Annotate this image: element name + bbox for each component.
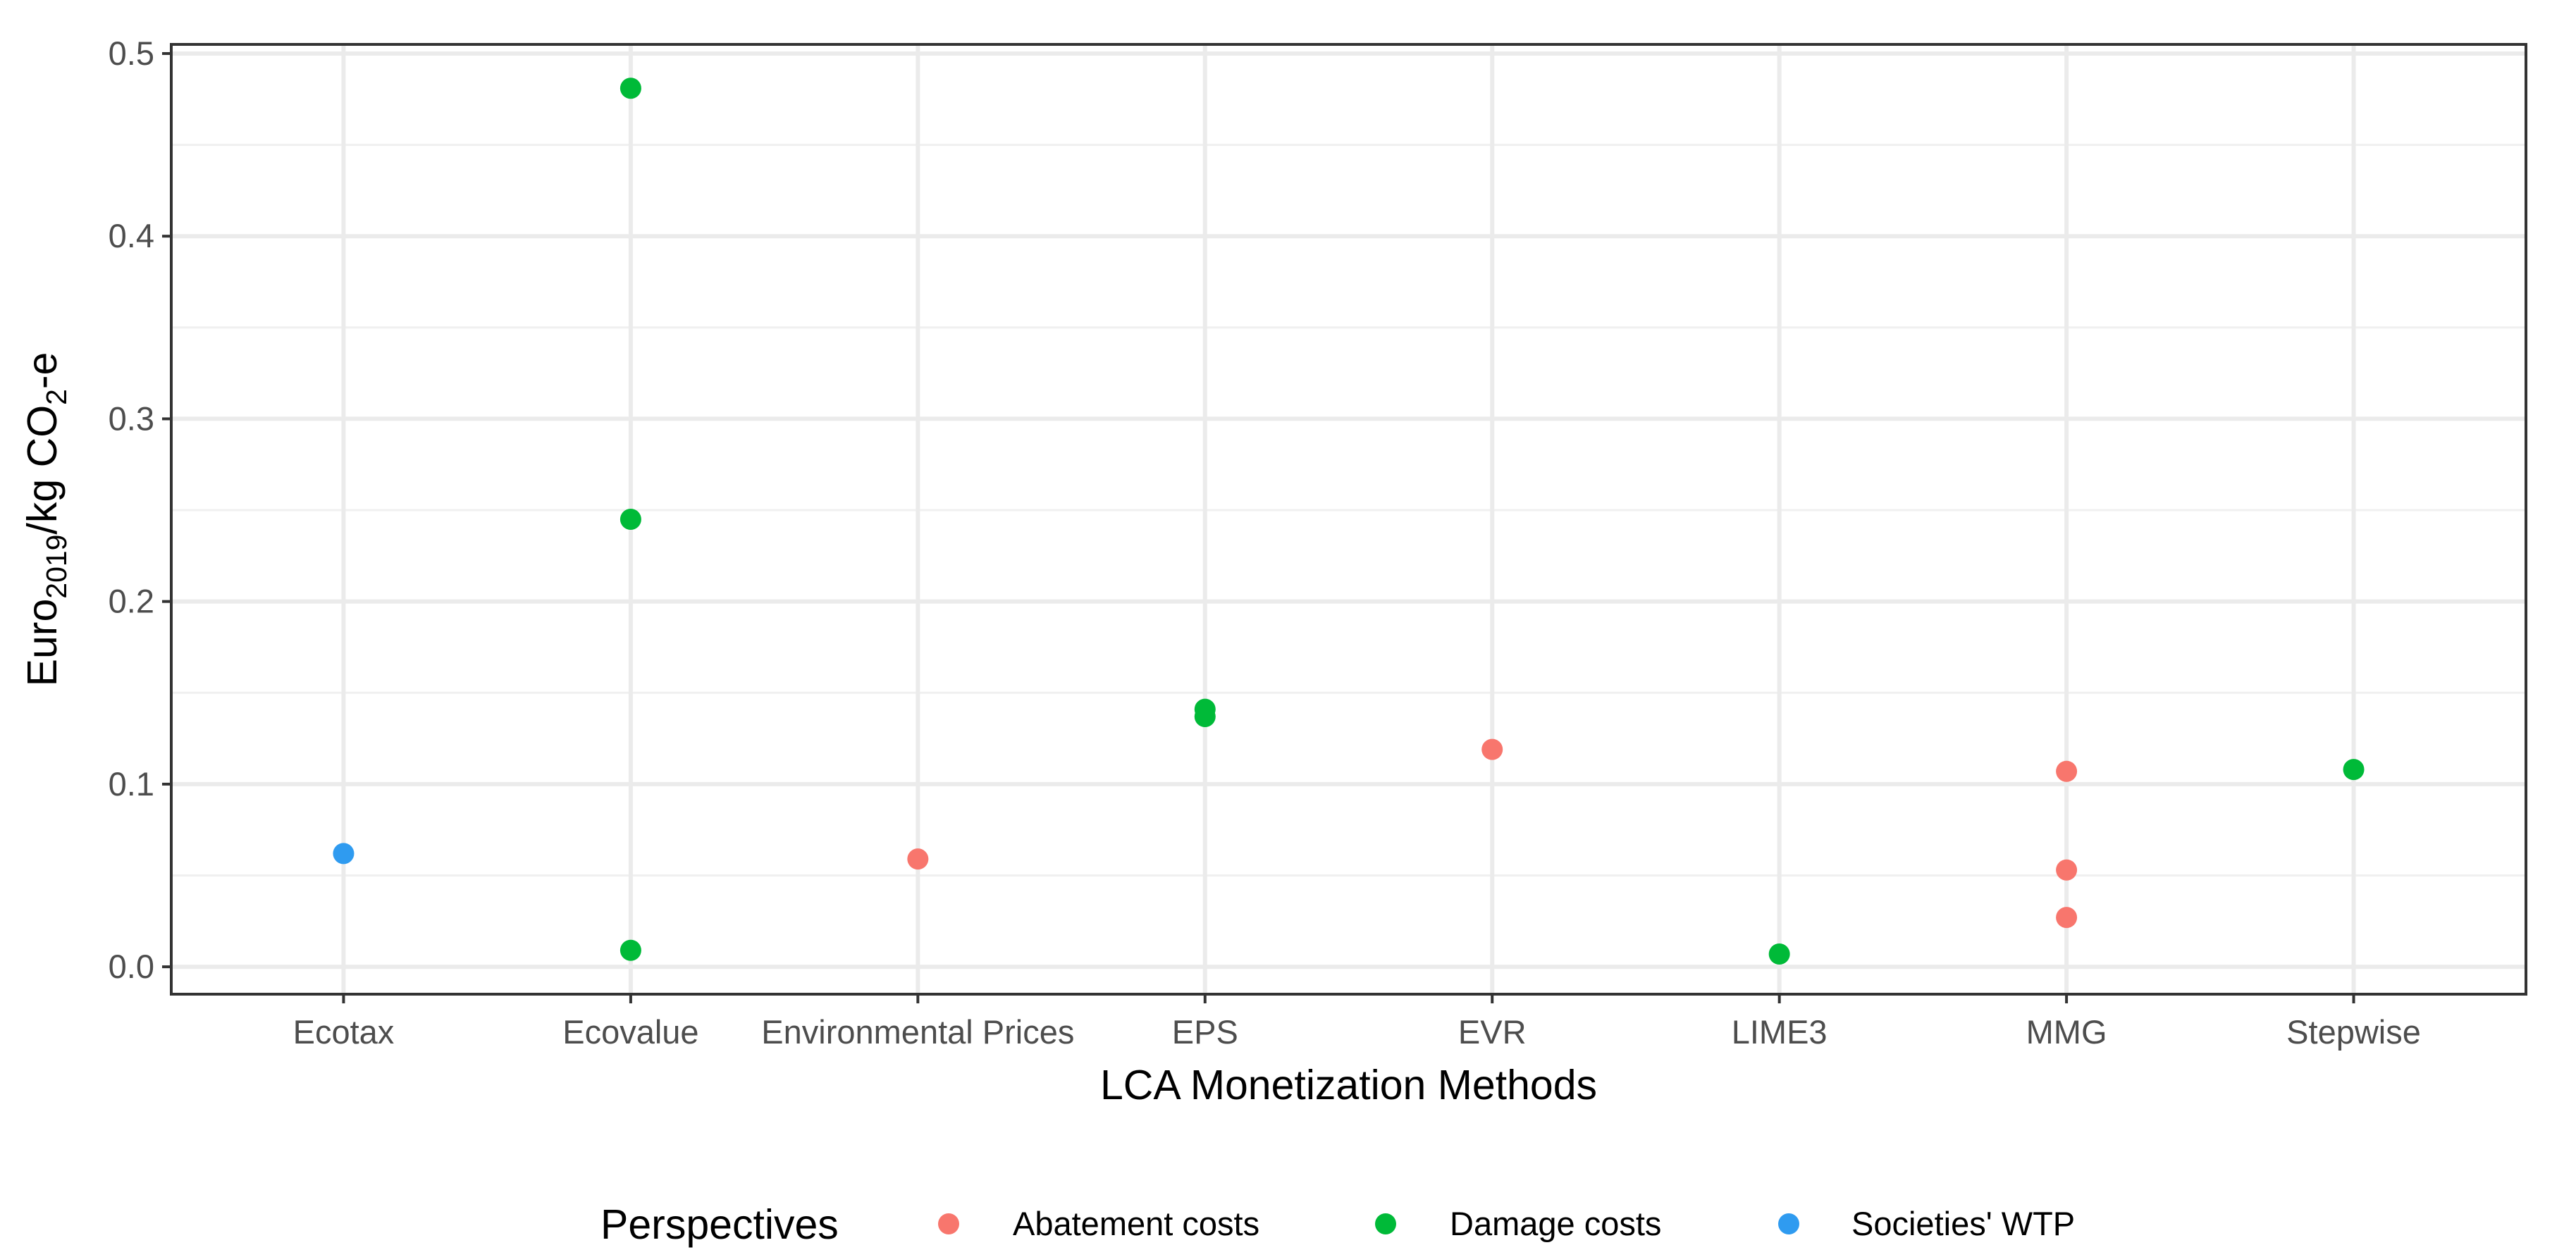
data-point: [1768, 943, 1790, 965]
data-point: [1481, 738, 1503, 760]
legend-key: [1375, 1213, 1396, 1234]
y-title-base: Euro: [19, 599, 66, 687]
y-tick-label: 0.2: [109, 583, 154, 620]
legend-key: [1778, 1213, 1799, 1234]
y-tick-label: 0.0: [109, 948, 154, 985]
data-point: [620, 78, 641, 99]
plot-panel-border: [170, 43, 2527, 996]
y-title-mid: /kg CO: [19, 405, 66, 535]
x-tick-label: Ecovalue: [562, 1013, 698, 1051]
grid-minor: [171, 144, 2526, 877]
data-point: [2343, 759, 2365, 781]
x-tick-label: Stepwise: [2286, 1013, 2421, 1051]
legend-title: Perspectives: [600, 1201, 839, 1248]
data-point: [333, 843, 355, 865]
legend: Perspectives Abatement costs Damage costs…: [600, 1201, 2075, 1248]
x-tick-label: EVR: [1458, 1013, 1527, 1051]
legend-label: Damage costs: [1450, 1205, 1661, 1242]
x-tick-label: LIME3: [1732, 1013, 1828, 1051]
y-tick-label: 0.3: [109, 400, 154, 437]
grid-major: [171, 44, 2526, 994]
y-axis-title: Euro2019/kg CO2-e: [19, 352, 73, 687]
data-point: [1194, 705, 1216, 727]
y-title-end: -e: [19, 352, 66, 389]
x-tick-label: MMG: [2026, 1013, 2107, 1051]
y-tick-label: 0.1: [109, 765, 154, 803]
legend-key: [938, 1213, 959, 1234]
y-tick-label: 0.5: [109, 35, 154, 72]
y-title-base-subscript: 2019: [40, 535, 73, 599]
x-axis: Ecotax Ecovalue Environmental Prices EPS EVR…: [293, 994, 2421, 1051]
legend-label: Societies' WTP: [1851, 1205, 2075, 1242]
legend-label: Abatement costs: [1013, 1205, 1259, 1242]
x-tick-label: Ecotax: [293, 1013, 395, 1051]
data-point: [620, 509, 641, 530]
y-tick-label: 0.4: [109, 217, 154, 254]
x-tick-label: Environmental Prices: [761, 1013, 1074, 1051]
data-point: [2056, 859, 2078, 881]
data-point: [2056, 760, 2078, 782]
y-title-mid-subscript: 2: [40, 389, 73, 405]
data-point: [620, 939, 641, 961]
y-axis: 0.0 0.1 0.2 0.3 0.4 0.5: [109, 35, 171, 985]
data-point: [907, 848, 929, 870]
data-points: [333, 78, 2365, 965]
x-axis-title: LCA Monetization Methods: [1100, 1062, 1597, 1108]
x-tick-label: EPS: [1172, 1013, 1238, 1051]
data-point: [2056, 907, 2078, 929]
